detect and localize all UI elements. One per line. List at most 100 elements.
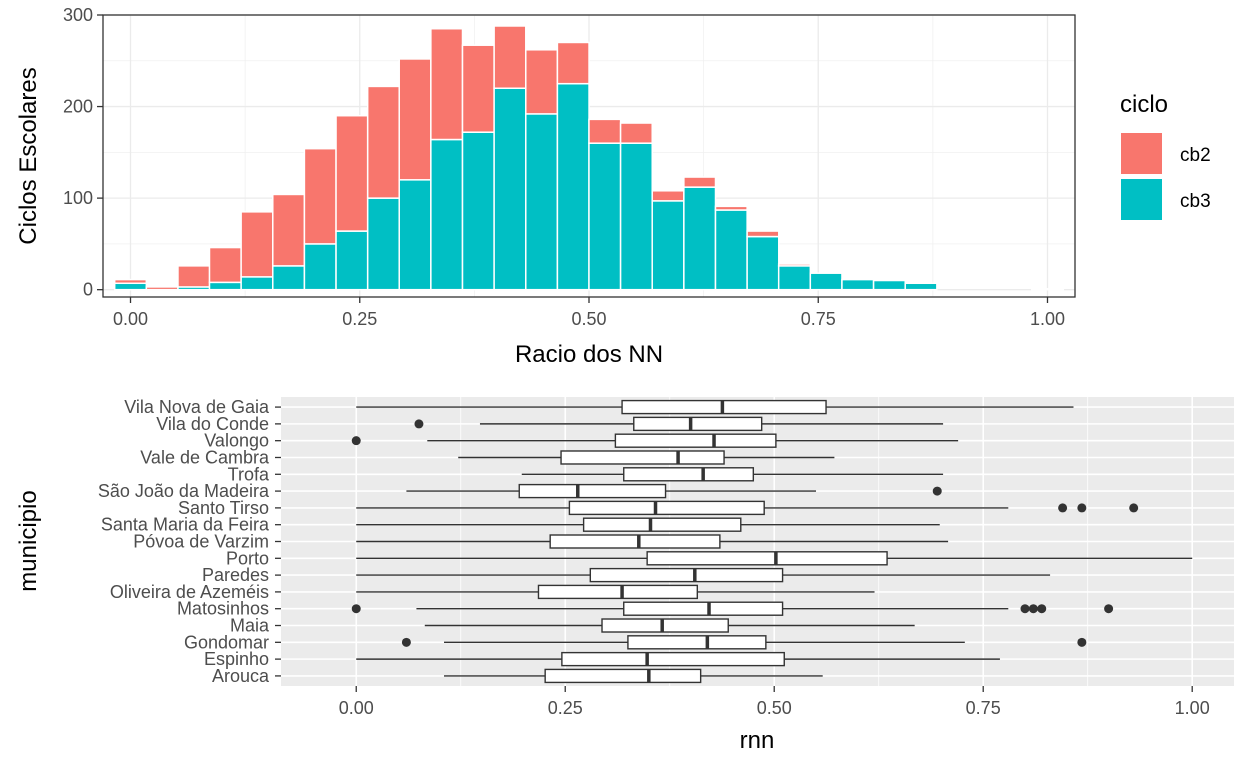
boxplot-y-tick-label: Santa Maria da Feira	[101, 515, 270, 535]
histogram-bar-cb2	[1030, 288, 1065, 291]
boxplot-y-tick-label: Espinho	[204, 649, 269, 669]
histogram-x-tick-label: 0.00	[113, 309, 148, 329]
histogram-bar-cb3	[366, 197, 401, 291]
boxplot-x-axis-title: rnn	[740, 727, 775, 754]
boxplot-box	[614, 433, 777, 448]
histogram-bar-cb2	[651, 190, 685, 202]
histogram-bar-cb3	[335, 230, 369, 291]
boxplot-panel: 0.00 0.25 0.50 0.75 1.00 AroucaEspinhoGondom…	[15, 397, 1234, 754]
histogram-bar-cb2	[335, 114, 369, 232]
boxplot-x-tick-label: 1.00	[1175, 698, 1210, 718]
histogram-bar-cb3	[430, 138, 464, 291]
boxplot-y-tick-label: Matosinhos	[177, 599, 269, 619]
histogram-y-tick-label: 200	[63, 97, 93, 117]
boxplot-y-tick-label: Paredes	[202, 565, 269, 585]
boxplot-box	[518, 483, 667, 499]
boxplot-x-tick-label: 0.25	[548, 698, 583, 718]
histogram-bar-cb2	[461, 44, 495, 133]
boxplot-outlier	[932, 486, 942, 496]
histogram-bar-cb2	[430, 27, 464, 141]
boxplot-outlier	[1037, 604, 1047, 614]
histogram-bar-cb3	[588, 142, 622, 291]
boxplot-outlier	[351, 436, 361, 446]
boxplot-x-ticks: 0.00 0.25 0.50 0.75 1.00	[339, 686, 1210, 718]
boxplot-x-tick-label: 0.50	[757, 698, 792, 718]
histogram-bar-cb3	[651, 200, 685, 291]
histogram-bar-cb2	[366, 85, 401, 199]
histogram-y-ticks: 0 100 200 300	[63, 5, 103, 300]
histogram-bar-cb2	[113, 278, 148, 285]
histogram-x-tick-label: 0.50	[571, 309, 606, 329]
histogram-bar-cb3	[746, 235, 780, 291]
histogram-y-tick-label: 300	[63, 5, 93, 25]
histogram-bar-cb2	[619, 122, 653, 144]
histogram-bar-cb2	[588, 118, 622, 144]
boxplot-box	[623, 601, 784, 616]
histogram-bar-cb3	[240, 276, 274, 291]
histogram-bar-cb2	[208, 246, 242, 284]
histogram-bar-cb3	[113, 282, 148, 291]
histogram-bar-cb3	[872, 279, 906, 291]
boxplot-y-tick-label: Trofa	[228, 464, 270, 484]
boxplot-outlier	[1028, 604, 1038, 614]
histogram-bar-cb3	[904, 282, 938, 291]
histogram-bar-cb3	[619, 142, 653, 291]
boxplot-box	[544, 668, 702, 684]
histogram-bar-cb3	[714, 209, 748, 291]
boxplot-y-tick-label: Gondomar	[184, 632, 269, 652]
boxplot-box	[537, 584, 699, 600]
boxplot-boxes	[351, 399, 1193, 684]
boxplot-y-tick-label: Oliveira de Azeméis	[110, 582, 269, 602]
histogram-bar-cb2	[145, 286, 179, 291]
histogram-bar-cb3	[208, 281, 242, 291]
boxplot-box	[623, 467, 755, 482]
boxplot-box	[549, 534, 721, 549]
histogram-x-axis-title: Racio dos NN	[515, 341, 663, 368]
boxplot-outlier	[351, 604, 361, 614]
histogram-bar-cb2	[714, 205, 748, 211]
histogram-bar-cb3	[398, 179, 432, 291]
histogram-bar-cb2	[746, 230, 780, 238]
boxplot-box	[560, 450, 725, 465]
histogram-x-tick-label: 0.25	[342, 309, 377, 329]
histogram-bar-cb3	[303, 243, 337, 291]
boxplot-x-tick-label: 0.75	[966, 698, 1001, 718]
histogram-y-tick-label: 0	[83, 280, 93, 300]
boxplot-box	[601, 618, 729, 633]
histogram-bar-cb2	[240, 211, 274, 278]
histogram-bar-cb3	[841, 278, 875, 291]
boxplot-y-tick-label: Vila Nova de Gaia	[124, 397, 270, 417]
histogram-bar-cb3	[809, 272, 843, 291]
histogram-bar-cb2	[303, 147, 337, 245]
histogram-bar-cb3	[683, 186, 717, 291]
histogram-bar-cb2	[525, 49, 559, 115]
boxplot-outlier	[1077, 503, 1087, 513]
boxplot-box	[589, 567, 784, 583]
boxplot-y-tick-label: Póvoa de Varzim	[133, 532, 269, 552]
boxplot-y-tick-label: Arouca	[212, 666, 270, 686]
histogram-bar-cb3	[493, 87, 527, 291]
histogram-bar-cb2	[398, 58, 432, 181]
histogram-bar-cb2	[493, 25, 527, 89]
boxplot-box	[646, 551, 888, 566]
boxplot-box	[633, 416, 763, 432]
boxplot-outlier	[414, 419, 424, 429]
legend-items: cb2 cb3	[1121, 133, 1211, 220]
histogram-panel: 0.00 0.25 0.50 0.75 1.00 0 100 200 300 Racio do…	[15, 5, 1076, 368]
histogram-bar-cb3	[272, 265, 306, 291]
histogram-bar-cb3	[525, 113, 559, 291]
histogram-x-ticks: 0.00 0.25 0.50 0.75 1.00	[113, 297, 1065, 329]
boxplot-y-tick-label: São João da Madeira	[98, 481, 270, 501]
boxplot-box	[568, 500, 765, 516]
boxplot-y-tick-label: Santo Tirso	[178, 498, 269, 518]
boxplot-outlier	[1058, 503, 1068, 513]
histogram-bars	[113, 25, 1065, 291]
boxplot-outlier	[1104, 604, 1114, 614]
boxplot-y-axis-title: municipio	[15, 490, 42, 591]
histogram-bar-cb3	[777, 265, 812, 291]
histogram-x-tick-label: 1.00	[1030, 309, 1065, 329]
boxplot-y-ticks: AroucaEspinhoGondomarMaiaMatosinhosOlive…	[98, 397, 281, 686]
histogram-x-tick-label: 0.75	[801, 309, 836, 329]
boxplot-box	[561, 651, 785, 667]
